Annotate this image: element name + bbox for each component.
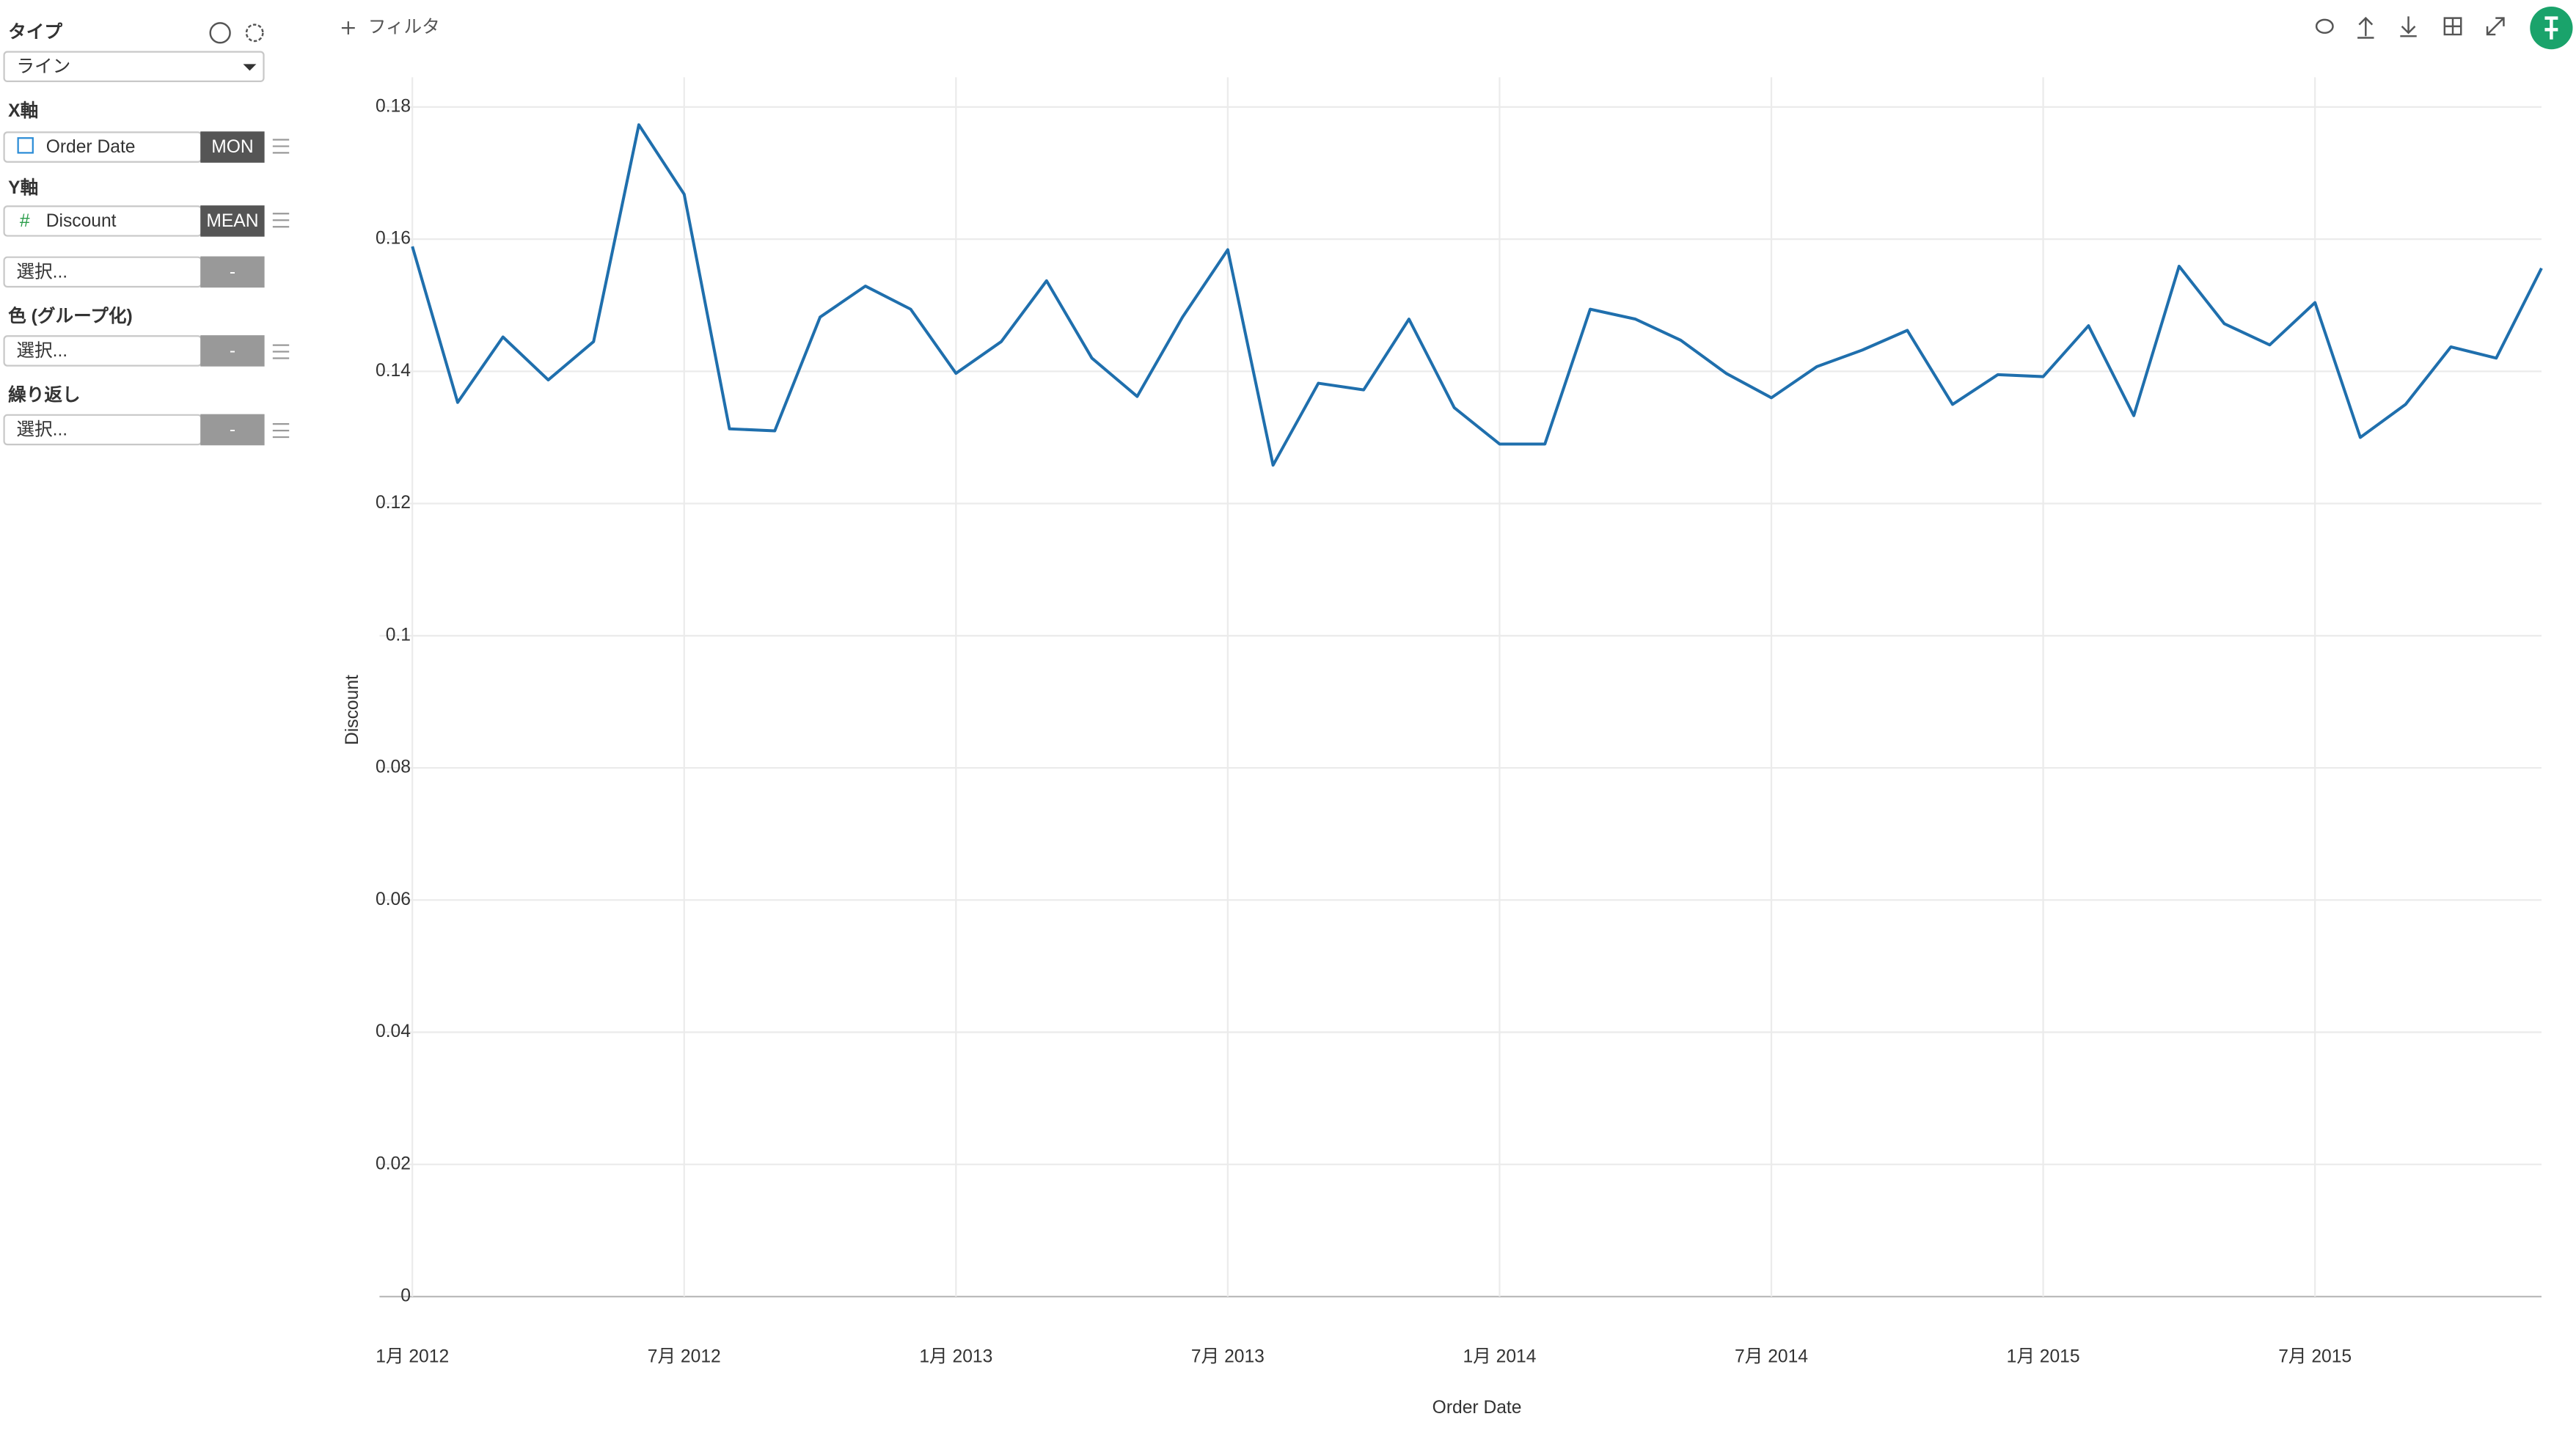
button-label: - xyxy=(230,420,235,440)
expand-icon[interactable] xyxy=(2486,17,2505,36)
pin-icon xyxy=(2544,16,2558,40)
comment-icon[interactable] xyxy=(2315,18,2334,34)
y-tick-label: 0.14 xyxy=(376,361,411,381)
drag-handle[interactable] xyxy=(272,344,290,359)
color-label: 色 (グループ化) xyxy=(8,305,132,326)
add-icon xyxy=(341,21,355,35)
button-label: - xyxy=(230,262,235,282)
toolbar: フィルタ xyxy=(341,6,2573,50)
placeholder: 選択... xyxy=(16,261,67,282)
placeholder: 選択... xyxy=(16,340,67,361)
repeat-label: 繰り返し xyxy=(8,384,80,406)
x-agg-button[interactable] xyxy=(200,131,265,163)
button[interactable] xyxy=(200,414,265,446)
button-label: - xyxy=(230,341,235,361)
y-agg-button[interactable] xyxy=(200,205,265,237)
y-tick-label: 0.1 xyxy=(386,625,411,645)
x-agg: MON xyxy=(211,137,253,157)
y-tick-label: 0 xyxy=(400,1286,411,1306)
sidebar: タイプ ライン X軸 Order Date MON Y軸 # Discount … xyxy=(3,21,290,446)
x-tick-label: 7月 2015 xyxy=(2278,1346,2352,1366)
dropdown-caret xyxy=(243,64,257,71)
y-axis-title: Discount xyxy=(343,675,362,745)
x-tick-label: 7月 2012 xyxy=(648,1346,721,1366)
drag-handle[interactable] xyxy=(272,139,290,154)
y-tick-label: 0.06 xyxy=(376,890,411,909)
download-icon[interactable] xyxy=(2400,16,2417,37)
filter-button[interactable]: フィルタ xyxy=(368,18,440,37)
placeholder: 選択... xyxy=(16,419,67,440)
x-tick-label: 7月 2014 xyxy=(1735,1346,1808,1366)
button[interactable] xyxy=(200,335,265,367)
x-axis-title: Order Date xyxy=(1432,1398,1522,1418)
type-label: タイプ xyxy=(8,21,62,42)
settings-icon[interactable] xyxy=(245,23,264,43)
table-icon[interactable] xyxy=(2443,17,2462,36)
upload-icon[interactable] xyxy=(2357,16,2374,39)
y-tick-label: 0.16 xyxy=(376,229,411,249)
x-axis-label: X軸 xyxy=(8,100,38,121)
x-field-name: Order Date xyxy=(46,137,136,157)
y-tick-label: 0.12 xyxy=(376,493,411,513)
type-select[interactable] xyxy=(3,51,265,83)
x-tick-label: 1月 2013 xyxy=(919,1346,992,1366)
y-tick-label: 0.08 xyxy=(376,758,411,777)
y-agg: MEAN xyxy=(206,211,258,231)
y-field-name: Discount xyxy=(46,211,117,231)
y-tick-label: 0.02 xyxy=(376,1154,411,1173)
drag-handle[interactable] xyxy=(272,423,290,439)
x-tick-label: 1月 2015 xyxy=(2007,1346,2080,1366)
help-icon[interactable] xyxy=(209,22,231,44)
calendar-icon xyxy=(17,137,34,154)
drag-handle[interactable] xyxy=(272,213,290,228)
x-tick-label: 1月 2014 xyxy=(1463,1346,1536,1366)
number-icon: # xyxy=(20,211,30,231)
plot: Discount Order Date 0 0.02 0.04 0.06 0.08 0.1… xyxy=(343,77,2543,1418)
x-tick-label: 7月 2013 xyxy=(1191,1346,1265,1366)
type-value: ライン xyxy=(16,56,70,76)
data-line xyxy=(411,123,2543,467)
y-tick-label: 0.18 xyxy=(376,96,411,116)
y-tick-label: 0.04 xyxy=(376,1022,411,1041)
y-axis-label: Y軸 xyxy=(8,177,38,198)
x-tick-label: 1月 2012 xyxy=(376,1346,449,1366)
button[interactable] xyxy=(200,256,265,288)
